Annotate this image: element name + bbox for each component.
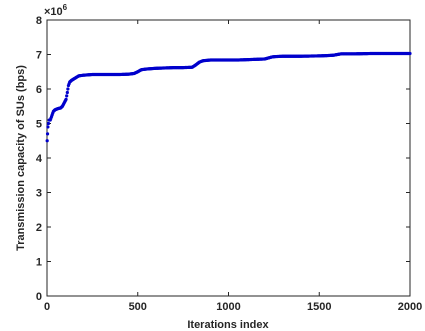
- x-tick-label: 0: [44, 301, 50, 313]
- y-tick-label: 1: [36, 257, 42, 269]
- x-axis-label: Iterations index: [187, 319, 269, 331]
- x-axis-ticks: 0 500 1000 1500 2000: [44, 20, 422, 313]
- y-tick-label: 6: [36, 84, 42, 96]
- data-point: [64, 97, 68, 101]
- y-tick-label: 2: [36, 222, 42, 234]
- data-point: [65, 94, 69, 98]
- x-tick-label: 2000: [398, 301, 422, 313]
- data-point: [65, 90, 69, 95]
- y-tick-label: 4: [36, 153, 43, 165]
- y-tick-label: 7: [36, 50, 42, 62]
- data-point: [46, 121, 51, 126]
- data-point: [45, 132, 50, 136]
- y-axis-ticks: 0 1 2 3 4 5 6 7 8: [36, 15, 410, 303]
- y-tick-label: 0: [36, 291, 42, 303]
- y-tick-label: 5: [36, 119, 42, 131]
- y-multiplier-exponent: 6: [63, 3, 68, 12]
- y-multiplier-base: ×10: [44, 6, 63, 18]
- plot-area: [46, 19, 411, 297]
- y-tick-label: 8: [36, 15, 42, 27]
- data-point: [45, 139, 49, 143]
- data-point: [66, 87, 70, 91]
- data-point: [46, 125, 50, 129]
- y-tick-label: 3: [36, 188, 42, 200]
- data-point: [408, 51, 412, 56]
- x-tick-label: 1000: [216, 301, 240, 313]
- data-series: [45, 51, 412, 143]
- x-tick-label: 500: [129, 301, 147, 313]
- y-axis-label: Transmission capacity of SUs (bps): [15, 65, 27, 251]
- y-multiplier-label: ×106: [44, 3, 68, 18]
- x-tick-label: 1500: [307, 301, 331, 313]
